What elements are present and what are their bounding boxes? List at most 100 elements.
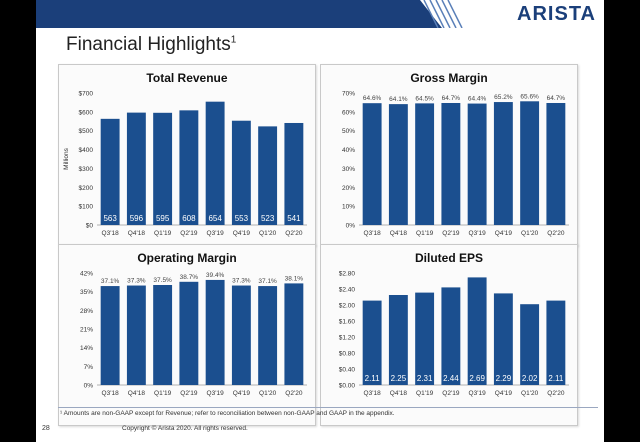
- bar: [520, 101, 540, 225]
- x-tick-label: Q3'19: [469, 390, 487, 397]
- y-tick-label: 7%: [84, 364, 94, 371]
- data-label: 37.3%: [232, 278, 251, 285]
- bar: [258, 126, 278, 225]
- x-tick-label: Q2'20: [547, 230, 565, 237]
- y-axis-label: Millions: [63, 147, 70, 169]
- x-tick-label: Q3'18: [102, 390, 120, 397]
- data-label: 38.7%: [180, 274, 199, 281]
- y-tick-label: $100: [79, 204, 94, 211]
- x-tick-label: Q2'19: [442, 390, 460, 397]
- data-label: 553: [235, 214, 249, 223]
- bar: [441, 102, 461, 225]
- operating-margin-chart: Operating Margin 0% 7% 14% 21% 28% 35% 42% 37.1%…: [80, 251, 307, 397]
- data-label: 596: [130, 214, 144, 223]
- data-label: 37.1%: [258, 278, 277, 285]
- y-tick-label: $0.00: [339, 383, 356, 390]
- data-label: 2.44: [443, 374, 459, 383]
- y-tick-label: $500: [79, 128, 94, 135]
- y-tick-label: 40%: [342, 147, 355, 154]
- x-tick-label: Q4'19: [233, 230, 251, 237]
- bar: [205, 101, 225, 225]
- y-tick-label: $2.80: [339, 271, 356, 278]
- bar: [126, 112, 146, 225]
- data-label: 37.1%: [101, 278, 120, 285]
- data-label: 2.11: [548, 374, 564, 383]
- y-tick-label: 10%: [342, 204, 355, 211]
- data-label: 2.31: [417, 374, 433, 383]
- y-tick-label: 70%: [342, 91, 355, 98]
- data-label: 38.1%: [285, 275, 304, 282]
- y-tick-label: 42%: [80, 271, 93, 278]
- bar: [205, 279, 225, 385]
- page-title: Financial Highlights1: [66, 34, 236, 56]
- data-label: 39.4%: [206, 272, 225, 279]
- arista-logo: ARISTA: [517, 3, 596, 25]
- right-border: [604, 0, 640, 442]
- x-tick-label: Q4'19: [495, 390, 513, 397]
- x-tick-label: Q2'20: [285, 390, 303, 397]
- bar: [153, 112, 173, 225]
- page-number: 28: [42, 425, 50, 432]
- footnote: ¹ Amounts are non-GAAP except for Revenu…: [60, 410, 395, 417]
- y-tick-label: 21%: [80, 327, 93, 334]
- y-tick-label: 28%: [80, 308, 93, 315]
- data-label: 523: [261, 214, 275, 223]
- data-label: 2.25: [391, 374, 407, 383]
- x-tick-label: Q2'19: [442, 230, 460, 237]
- x-tick-label: Q3'19: [469, 230, 487, 237]
- x-tick-label: Q2'20: [285, 230, 303, 237]
- page-title-text: Financial Highlights: [66, 34, 231, 55]
- bar: [126, 285, 146, 385]
- data-label: 64.7%: [442, 95, 461, 102]
- data-label: 64.5%: [415, 95, 434, 102]
- diluted-eps-panel: Diluted EPS $0.00 $0.40 $0.80 $1.20 $1.60 $2.0…: [320, 244, 578, 426]
- x-tick-label: Q3'18: [102, 230, 120, 237]
- y-tick-label: $700: [79, 91, 94, 98]
- bar: [362, 103, 382, 225]
- bar: [493, 102, 513, 225]
- y-tick-label: 60%: [342, 109, 355, 116]
- x-tick-label: Q3'18: [364, 230, 382, 237]
- y-tick-label: $0.40: [339, 367, 356, 374]
- bar: [231, 120, 251, 225]
- x-tick-label: Q3'19: [207, 390, 225, 397]
- x-tick-label: Q4'18: [128, 390, 146, 397]
- bar: [546, 102, 566, 225]
- bar: [388, 295, 408, 385]
- bar: [179, 281, 199, 385]
- data-label: 2.29: [496, 374, 512, 383]
- data-label: 64.4%: [468, 96, 487, 103]
- x-tick-label: Q1'20: [521, 390, 539, 397]
- x-tick-label: Q1'19: [154, 230, 172, 237]
- bar: [415, 292, 435, 385]
- total-revenue-chart: Total Revenue Millions $0 $100 $200 $300 $400 $…: [63, 71, 307, 237]
- x-tick-label: Q4'18: [390, 230, 408, 237]
- y-tick-label: 50%: [342, 128, 355, 135]
- y-tick-label: $600: [79, 109, 94, 116]
- data-label: 64.1%: [389, 96, 408, 103]
- y-tick-label: $1.20: [339, 335, 356, 342]
- data-label: 608: [182, 214, 196, 223]
- gross-margin-panel: Gross Margin 0% 10% 20% 30% 40% 50% 60% 70% 64.6%…: [320, 64, 578, 246]
- y-tick-label: 30%: [342, 166, 355, 173]
- y-tick-label: 0%: [346, 223, 356, 230]
- bar: [441, 287, 461, 385]
- chart-title: Diluted EPS: [415, 251, 483, 265]
- slide: ARISTA Financial Highlights1 Total Reven…: [36, 0, 604, 442]
- data-label: 37.5%: [153, 277, 172, 284]
- data-label: 64.6%: [363, 95, 382, 102]
- x-tick-label: Q4'18: [128, 230, 146, 237]
- data-label: 64.7%: [547, 95, 566, 102]
- y-tick-label: $2.40: [339, 287, 356, 294]
- data-label: 595: [156, 214, 170, 223]
- x-tick-label: Q3'18: [364, 390, 382, 397]
- page-title-footnote-mark: 1: [230, 34, 237, 46]
- bar: [362, 300, 382, 385]
- bar: [284, 122, 304, 225]
- data-label: 37.3%: [127, 278, 146, 285]
- x-tick-label: Q1'19: [416, 390, 434, 397]
- x-tick-label: Q3'19: [207, 230, 225, 237]
- y-tick-label: 20%: [342, 185, 355, 192]
- logo-area: ARISTA: [420, 0, 604, 28]
- bar: [415, 103, 435, 225]
